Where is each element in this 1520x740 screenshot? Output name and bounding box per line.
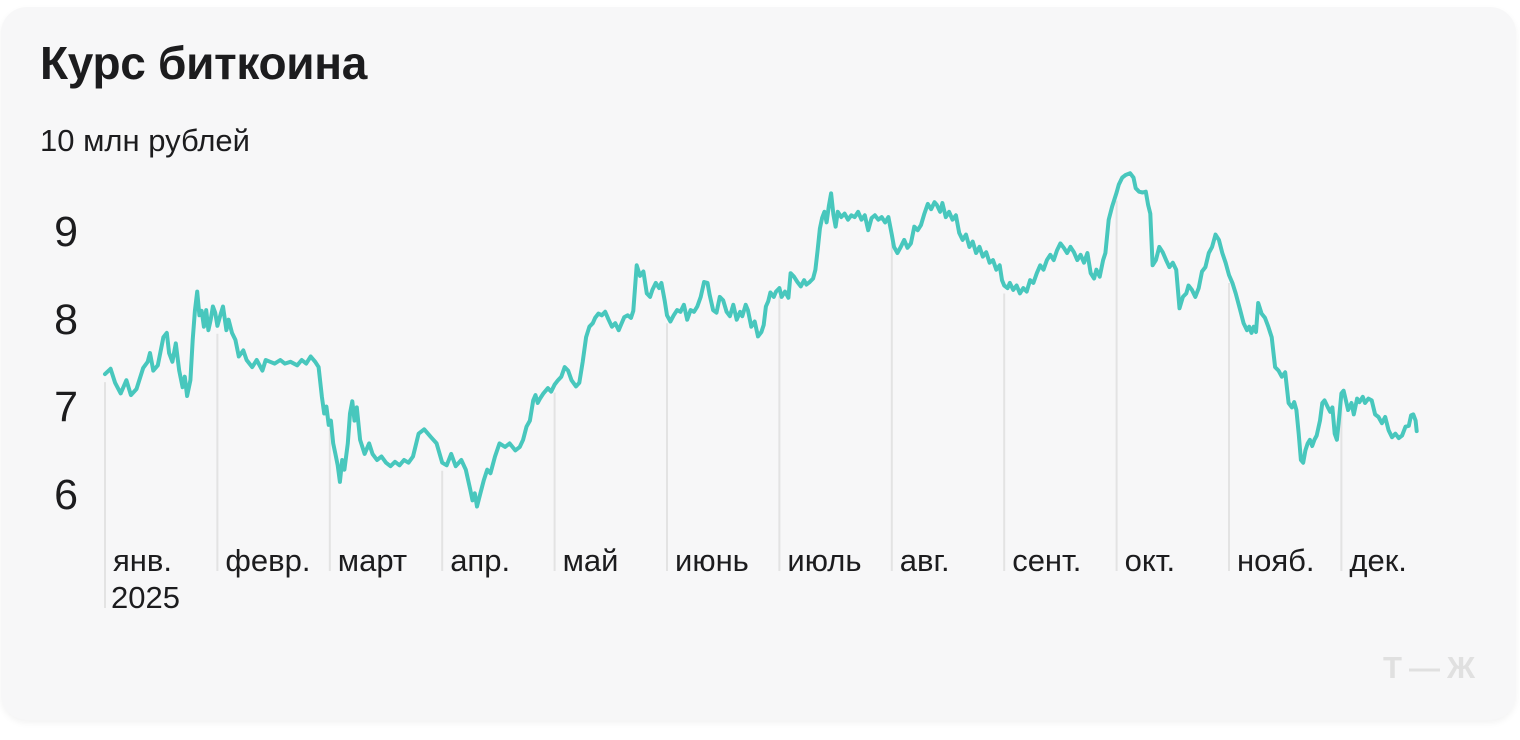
x-tick-may: май [562, 543, 619, 578]
x-tick-jun: июнь [675, 543, 749, 578]
x-tick-dec: дек. [1349, 543, 1407, 578]
x-tick-sep: сент. [1012, 543, 1082, 578]
x-tick-feb: февр. [225, 543, 311, 578]
y-tick-7: 7 [54, 383, 78, 432]
x-tick-jul: июль [787, 543, 862, 578]
y-axis-top-unit-label: 10 млн рублей [40, 123, 250, 158]
x-tick-jan: янв. [113, 543, 172, 578]
y-tick-8: 8 [54, 295, 78, 344]
tj-logo: Т—Ж [1383, 650, 1482, 685]
month-gridlines [104, 200, 1343, 608]
x-tick-aug: авг. [899, 543, 950, 578]
x-tick-oct: окт. [1124, 543, 1176, 578]
price-line [103, 171, 1419, 509]
y-tick-9: 9 [54, 208, 78, 256]
x-axis-year-label: 2025 [111, 580, 180, 615]
x-tick-mar: март [337, 543, 408, 578]
x-tick-apr: апр. [450, 543, 511, 578]
y-tick-6: 6 [54, 471, 78, 520]
x-tick-nov: нояб. [1237, 543, 1315, 578]
page-title: Курс биткоина [40, 37, 367, 89]
